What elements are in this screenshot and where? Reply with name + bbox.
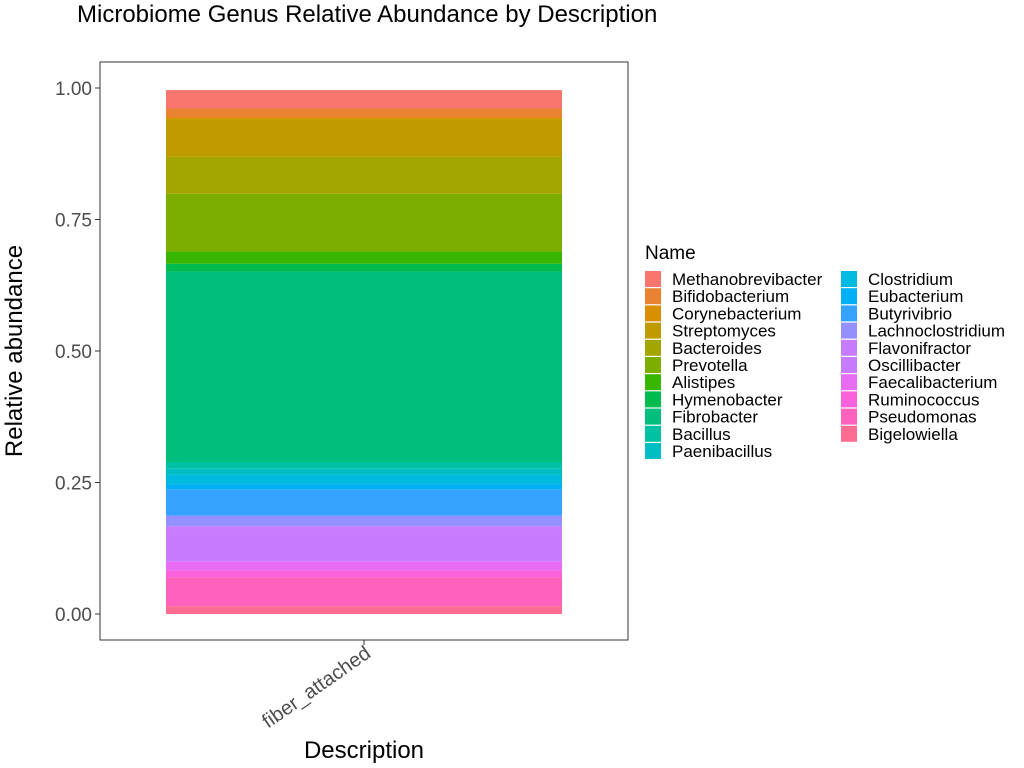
legend-swatch <box>841 305 857 322</box>
legend-item: Bacteroides <box>645 339 762 358</box>
legend-item: Butyrivibrio <box>841 304 952 323</box>
legend-swatch <box>645 288 661 305</box>
x-tick-label: fiber_attached <box>258 642 374 733</box>
y-tick-label: 0.25 <box>55 474 92 495</box>
bar-segment-bifidobacterium <box>166 108 562 118</box>
legend-label: Fibrobacter <box>672 408 758 427</box>
legend-label: Eubacterium <box>868 287 963 306</box>
legend-label: Butyrivibrio <box>868 304 952 323</box>
bar-segment-methanobrevibacter <box>166 90 562 109</box>
legend-label: Streptomyces <box>672 322 776 341</box>
legend-swatch <box>841 374 857 391</box>
legend-item: Methanobrevibacter <box>645 270 823 289</box>
bar-segment-flavonifractor <box>166 526 562 533</box>
bar-segment-oscillibacter <box>166 532 562 562</box>
legend-label: Faecalibacterium <box>868 373 997 392</box>
legend-swatch <box>645 443 661 459</box>
bar-segment-bigelowiella <box>166 606 562 614</box>
legend-item: Hymenobacter <box>645 390 783 409</box>
bar-segment-clostridium <box>166 474 562 485</box>
legend-swatch <box>841 339 857 356</box>
legend-label: Corynebacterium <box>672 304 801 323</box>
legend-swatch <box>841 425 857 442</box>
legend-swatch <box>841 271 857 287</box>
legend-label: Methanobrevibacter <box>672 270 823 289</box>
legend-label: Ruminococcus <box>868 390 980 409</box>
legend-swatch <box>645 271 661 287</box>
legend-label: Pseudomonas <box>868 408 977 427</box>
y-tick-label: 0.00 <box>55 605 92 626</box>
legend-swatch <box>645 408 661 425</box>
bar-segment-bacillus <box>166 461 562 469</box>
legend-item: Streptomyces <box>645 322 776 341</box>
plot-area <box>166 90 562 614</box>
y-tick-label: 0.50 <box>55 342 92 363</box>
y-tick-label: 0.75 <box>55 211 92 232</box>
x-axis: fiber_attached <box>258 640 375 733</box>
legend-title: Name <box>645 243 696 264</box>
legend-item: Bifidobacterium <box>645 287 789 306</box>
bar-segment-ruminococcus <box>166 570 562 578</box>
bar-segment-prevotella <box>166 193 562 252</box>
legend-item: Lachnoclostridium <box>841 322 1005 341</box>
legend-swatch <box>841 357 857 373</box>
legend-swatch <box>645 374 661 391</box>
legend-swatch <box>645 357 661 373</box>
legend-swatch <box>841 322 857 339</box>
bar-segment-faecalibacterium <box>166 561 562 571</box>
legend-swatch <box>645 322 661 339</box>
legend-label: Lachnoclostridium <box>868 322 1005 341</box>
legend-label: Bifidobacterium <box>672 287 789 306</box>
bar-segment-bacteroides <box>166 156 562 194</box>
legend-item: Bigelowiella <box>841 425 958 444</box>
bar-segment-hymenobacter <box>166 263 562 272</box>
legend-swatch <box>645 305 661 322</box>
y-axis-title: Relative abundance <box>1 245 28 457</box>
legend-label: Prevotella <box>672 356 748 375</box>
legend-item: Bacillus <box>645 425 731 444</box>
bar-segment-pseudomonas <box>166 577 562 607</box>
y-tick-label: 1.00 <box>55 79 92 100</box>
legend-label: Clostridium <box>868 270 953 289</box>
bar-segment-corynebacterium <box>166 117 562 120</box>
y-axis: 0.00 0.25 0.50 0.75 1.00 <box>55 79 100 626</box>
bar-segment-streptomyces <box>166 119 562 157</box>
legend-label: Oscillibacter <box>868 356 961 375</box>
legend-label: Bigelowiella <box>868 425 958 444</box>
x-axis-title: Description <box>304 737 424 764</box>
legend-item: Eubacterium <box>841 287 963 306</box>
legend-item: Prevotella <box>645 356 748 375</box>
legend-swatch <box>645 339 661 356</box>
legend-item: Paenibacillus <box>645 442 772 461</box>
legend-item: Ruminococcus <box>841 390 980 409</box>
bar-segment-paenibacillus <box>166 468 562 475</box>
chart-title: Microbiome Genus Relative Abundance by D… <box>77 1 657 28</box>
legend-swatch <box>645 425 661 442</box>
legend-item: Faecalibacterium <box>841 373 997 392</box>
legend-item: Pseudomonas <box>841 408 977 427</box>
legend-item: Fibrobacter <box>645 408 758 427</box>
legend-label: Paenibacillus <box>672 442 772 461</box>
legend-item: Alistipes <box>645 373 735 392</box>
bar-segment-fibrobacter <box>166 271 562 462</box>
legend-label: Bacillus <box>672 425 731 444</box>
bar-segment-alistipes <box>166 251 562 264</box>
bar-segment-butyrivibrio <box>166 489 562 516</box>
legend-swatch <box>841 391 857 408</box>
legend-swatch <box>841 408 857 425</box>
legend-item: Corynebacterium <box>645 304 801 323</box>
bar-segment-lachnoclostridium <box>166 515 562 527</box>
legend-swatch <box>841 288 857 305</box>
legend-label: Flavonifractor <box>868 339 971 358</box>
legend-label: Alistipes <box>672 373 735 392</box>
bar-segment-eubacterium <box>166 484 562 490</box>
legend-label: Bacteroides <box>672 339 762 358</box>
legend-swatch <box>645 391 661 408</box>
legend-label: Hymenobacter <box>672 390 783 409</box>
legend: Name MethanobrevibacterBifidobacteriumCo… <box>645 243 1005 461</box>
legend-item: Clostridium <box>841 270 953 289</box>
legend-item: Flavonifractor <box>841 339 971 358</box>
legend-item: Oscillibacter <box>841 356 961 375</box>
